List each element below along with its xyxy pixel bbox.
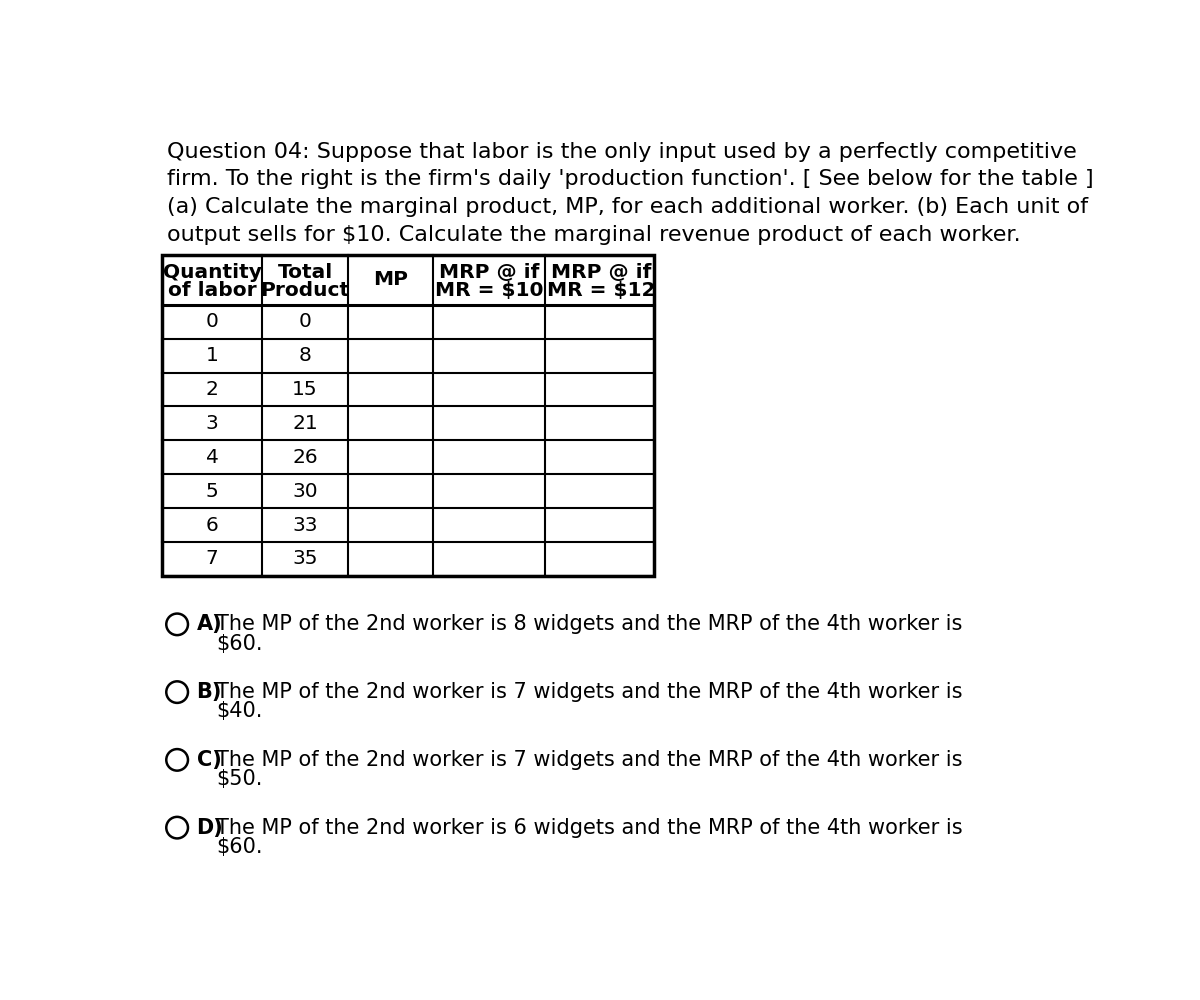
Text: 4: 4 [205, 448, 218, 467]
Text: 35: 35 [293, 549, 318, 568]
Text: 0: 0 [205, 312, 218, 331]
Text: 7: 7 [205, 549, 218, 568]
Text: 30: 30 [292, 482, 318, 501]
Circle shape [167, 749, 188, 771]
Text: MR = $12: MR = $12 [547, 281, 655, 300]
Text: 6: 6 [205, 516, 218, 535]
Text: 15: 15 [292, 380, 318, 399]
Text: The MP of the 2nd worker is 7 widgets and the MRP of the 4th worker is: The MP of the 2nd worker is 7 widgets an… [216, 682, 962, 702]
Circle shape [167, 681, 188, 703]
Text: 3: 3 [205, 414, 218, 433]
Text: MR = $10: MR = $10 [434, 281, 544, 300]
Text: The MP of the 2nd worker is 8 widgets and the MRP of the 4th worker is: The MP of the 2nd worker is 8 widgets an… [216, 614, 962, 634]
Text: output sells for $10. Calculate the marginal revenue product of each worker.: output sells for $10. Calculate the marg… [167, 225, 1021, 245]
Text: Product: Product [260, 281, 349, 300]
Circle shape [167, 614, 188, 635]
Text: D): D) [197, 818, 223, 838]
Text: MP: MP [373, 270, 408, 289]
Text: 0: 0 [299, 312, 312, 331]
Text: $50.: $50. [216, 769, 263, 789]
Text: C): C) [197, 750, 221, 770]
Text: The MP of the 2nd worker is 7 widgets and the MRP of the 4th worker is: The MP of the 2nd worker is 7 widgets an… [216, 750, 962, 770]
Circle shape [167, 817, 188, 838]
Text: 2: 2 [205, 380, 218, 399]
Bar [162, 255, 654, 576]
Text: 21: 21 [292, 414, 318, 433]
Text: 5: 5 [205, 482, 218, 501]
Text: 33: 33 [293, 516, 318, 535]
Text: of labor: of labor [168, 281, 257, 300]
Text: The MP of the 2nd worker is 6 widgets and the MRP of the 4th worker is: The MP of the 2nd worker is 6 widgets an… [216, 818, 962, 838]
Text: A): A) [197, 614, 222, 634]
Text: Total: Total [277, 263, 332, 282]
Text: $60.: $60. [216, 634, 263, 654]
Text: Question 04: Suppose that labor is the only input used by a perfectly competitiv: Question 04: Suppose that labor is the o… [167, 142, 1076, 162]
Text: 26: 26 [292, 448, 318, 467]
Text: Quantity: Quantity [162, 263, 262, 282]
Text: firm. To the right is the firm's daily 'production function'. [ See below for th: firm. To the right is the firm's daily '… [167, 169, 1093, 189]
Text: MRP @ if: MRP @ if [439, 263, 539, 282]
Text: 8: 8 [299, 346, 312, 365]
Text: $40.: $40. [216, 701, 263, 721]
Text: (a) Calculate the marginal product, MP, for each additional worker. (b) Each uni: (a) Calculate the marginal product, MP, … [167, 197, 1088, 217]
Text: 1: 1 [205, 346, 218, 365]
Text: MRP @ if: MRP @ if [551, 263, 652, 282]
Text: B): B) [197, 682, 222, 702]
Text: $60.: $60. [216, 837, 263, 857]
